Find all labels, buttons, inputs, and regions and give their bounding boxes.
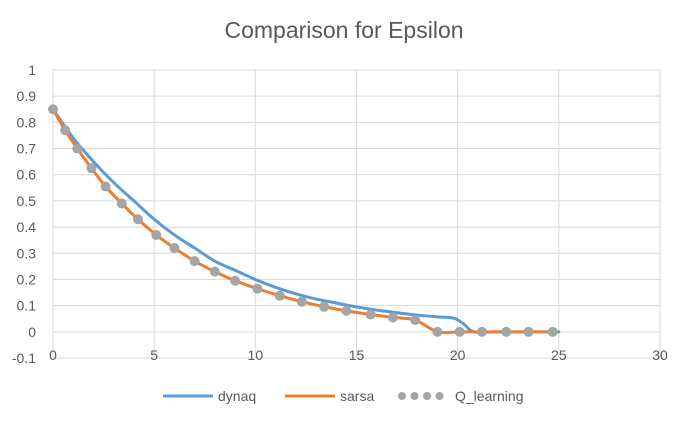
data-point-q-learning xyxy=(230,275,241,286)
data-point-q-learning xyxy=(132,214,143,225)
data-point-q-learning xyxy=(341,305,352,316)
series-layer xyxy=(48,104,561,337)
data-point-q-learning xyxy=(410,315,421,326)
data-point-q-learning xyxy=(72,143,83,154)
data-point-q-learning xyxy=(252,283,263,294)
x-tick-label: 30 xyxy=(652,347,668,363)
y-tick-label: 0.3 xyxy=(17,245,37,261)
data-point-q-learning xyxy=(151,229,162,240)
legend-label-dynaq: dynaq xyxy=(218,388,256,404)
x-tick-label: 10 xyxy=(248,347,264,363)
y-tick-label: 1 xyxy=(28,62,36,78)
legend: dynaq sarsa Q_learning xyxy=(163,388,524,404)
legend-label-sarsa: sarsa xyxy=(340,388,374,404)
data-point-q-learning xyxy=(365,309,376,320)
legend-swatch-q-learning xyxy=(423,392,431,400)
x-axis-tick-labels: 0 5 10 15 20 25 30 xyxy=(49,347,668,363)
legend-swatch-q-learning xyxy=(435,392,444,400)
data-point-q-learning xyxy=(547,326,558,337)
series-line-dynaq xyxy=(51,107,561,334)
data-point-q-learning xyxy=(169,243,180,254)
data-point-q-learning xyxy=(60,125,71,136)
gridlines xyxy=(52,69,661,359)
data-point-q-learning xyxy=(116,198,127,209)
data-point-q-learning xyxy=(476,326,487,337)
y-tick-label: 0.6 xyxy=(17,167,37,183)
y-tick-label: 0.8 xyxy=(17,114,37,130)
data-point-q-learning xyxy=(296,296,307,307)
data-point-q-learning xyxy=(387,312,398,323)
chart-title: Comparison for Epsilon xyxy=(224,17,463,43)
data-point-q-learning xyxy=(86,163,97,174)
y-axis-tick-labels: -0.1 0 0.1 0.2 0.3 0.4 0.5 0.6 0.7 0.8 0.9 1 xyxy=(12,62,36,366)
data-point-q-learning xyxy=(432,326,443,337)
data-point-q-learning xyxy=(189,256,200,267)
y-tick-label: 0.2 xyxy=(17,271,37,287)
data-point-q-learning xyxy=(274,290,285,301)
legend-label-q-learning: Q_learning xyxy=(455,388,524,404)
x-tick-label: 0 xyxy=(49,347,57,363)
data-point-q-learning xyxy=(100,181,111,192)
y-tick-label: 0.9 xyxy=(17,88,37,104)
y-tick-label: 0.4 xyxy=(17,219,37,235)
y-tick-label: 0 xyxy=(28,324,36,340)
legend-swatch-q-learning xyxy=(410,392,419,400)
x-tick-label: 25 xyxy=(551,347,567,363)
y-tick-label: 0.5 xyxy=(17,193,37,209)
y-tick-label: 0.1 xyxy=(17,298,37,314)
x-tick-label: 15 xyxy=(349,347,365,363)
data-point-q-learning xyxy=(501,326,512,337)
x-tick-label: 5 xyxy=(150,347,158,363)
y-tick-label: 0.7 xyxy=(17,141,37,157)
data-point-q-learning xyxy=(454,326,465,337)
data-point-q-learning xyxy=(48,104,58,115)
legend-swatch-q-learning xyxy=(398,392,406,400)
data-point-q-learning xyxy=(319,301,330,312)
x-tick-label: 20 xyxy=(450,347,466,363)
data-point-q-learning xyxy=(209,266,220,277)
data-point-q-learning xyxy=(523,326,534,337)
y-tick-label: -0.1 xyxy=(12,350,36,366)
